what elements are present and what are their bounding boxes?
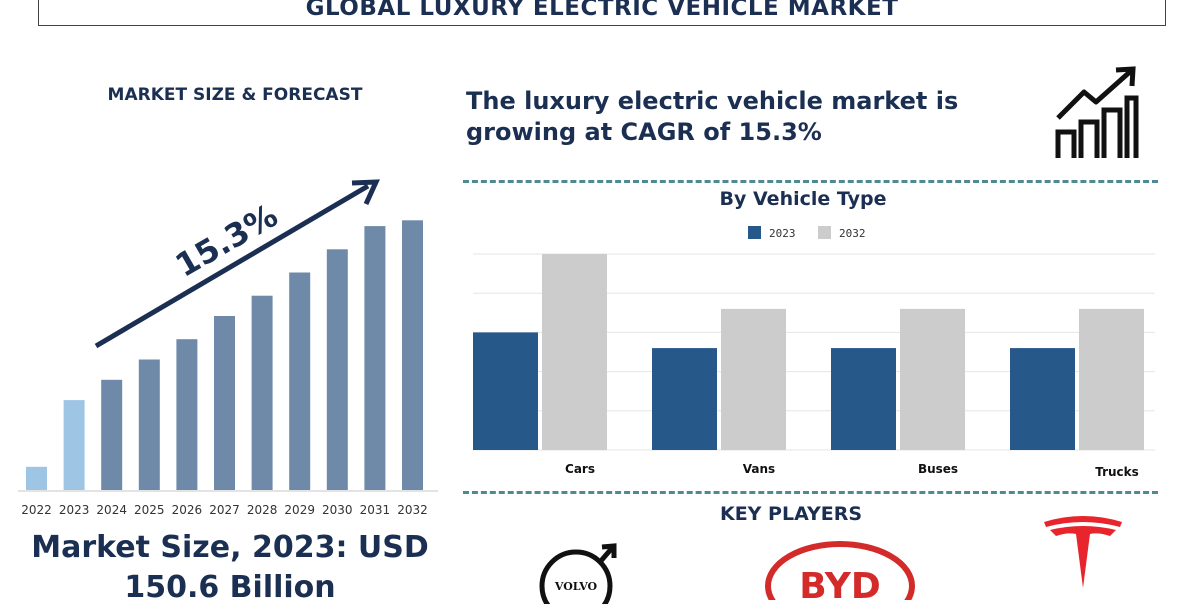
x-tick-2025: 2025 (134, 503, 165, 517)
trend-arrow-head (351, 179, 380, 206)
x-tick-2026: 2026 (172, 503, 203, 517)
cagr-headline: The luxury electric vehicle market is gr… (466, 86, 1026, 148)
category-label-vans: Vans (743, 462, 775, 476)
x-tick-2031: 2031 (360, 503, 391, 517)
growth-chart-icon (1055, 66, 1139, 158)
volvo-logo: VOLVO (539, 543, 617, 604)
bar-2028 (251, 295, 273, 490)
bar-cars-2032 (542, 254, 607, 450)
x-tick-2022: 2022 (21, 503, 52, 517)
x-tick-2027: 2027 (209, 503, 240, 517)
bar-vans-2032 (721, 308, 786, 450)
x-tick-2032: 2032 (397, 503, 428, 517)
x-tick-2024: 2024 (96, 503, 127, 517)
tesla-logo (1044, 516, 1122, 588)
bar-2030 (326, 249, 348, 490)
bar-2029 (289, 272, 311, 490)
category-label-buses: Buses (918, 462, 958, 476)
x-tick-2023: 2023 (59, 503, 90, 517)
bar-2027 (214, 316, 235, 490)
cagr-headline-line2: growing at CAGR of 15.3% (466, 118, 822, 146)
market-size-heading: MARKET SIZE & FORECAST (107, 85, 363, 105)
key-players-heading: KEY PLAYERS (719, 503, 863, 525)
bar-2023 (63, 400, 85, 490)
bar-cars-2023 (473, 332, 538, 450)
vehicle-type-chart: Cars Vans Buses Trucks (473, 253, 1155, 479)
market-size-text: Market Size, 2023: USD 150.6 Billion (10, 528, 450, 608)
bar-2024 (101, 379, 123, 490)
byd-logo: BYD (765, 541, 915, 600)
bar-trucks-2032 (1079, 308, 1144, 450)
bar-2026 (176, 339, 198, 490)
byd-logo-text: BYD (799, 566, 880, 600)
page-title: GLOBAL LUXURY ELECTRIC VEHICLE MARKET (305, 0, 899, 21)
market-size-line2: 150.6 Billion (124, 570, 336, 605)
volvo-logo-text: VOLVO (554, 580, 598, 593)
section-divider (463, 180, 1158, 183)
market-size-chart: 2022 2023 2024 2025 2026 2027 2028 2029 2030 2031… (18, 179, 438, 517)
trend-arrow-line (94, 183, 370, 349)
vehicle-type-title: By Vehicle Type (719, 188, 887, 210)
legend-swatch-2023 (748, 226, 761, 239)
legend-label-2032: 2032 (839, 227, 866, 240)
bar-2025 (138, 359, 160, 490)
x-tick-2030: 2030 (322, 503, 353, 517)
bar-trucks-2023 (1010, 348, 1075, 450)
bar-2031 (364, 226, 386, 490)
section-divider-2 (463, 491, 1158, 494)
bar-2032 (402, 220, 423, 491)
legend-swatch-2032 (818, 226, 831, 239)
bar-buses-2032 (900, 308, 965, 450)
legend-item-2032: 2032 (818, 226, 866, 240)
cagr-headline-line1: The luxury electric vehicle market is (466, 87, 959, 115)
bar-vans-2023 (652, 348, 717, 450)
bar-buses-2023 (831, 348, 896, 450)
category-label-trucks: Trucks (1095, 465, 1139, 479)
title-banner: GLOBAL LUXURY ELECTRIC VEHICLE MARKET (38, 0, 1166, 26)
x-tick-2029: 2029 (284, 503, 315, 517)
bar-2022 (26, 466, 47, 490)
legend-label-2023: 2023 (769, 227, 796, 240)
category-label-cars: Cars (565, 462, 595, 476)
market-size-line1: Market Size, 2023: USD (31, 530, 429, 565)
legend-item-2023: 2023 (748, 226, 796, 240)
x-tick-2028: 2028 (247, 503, 278, 517)
